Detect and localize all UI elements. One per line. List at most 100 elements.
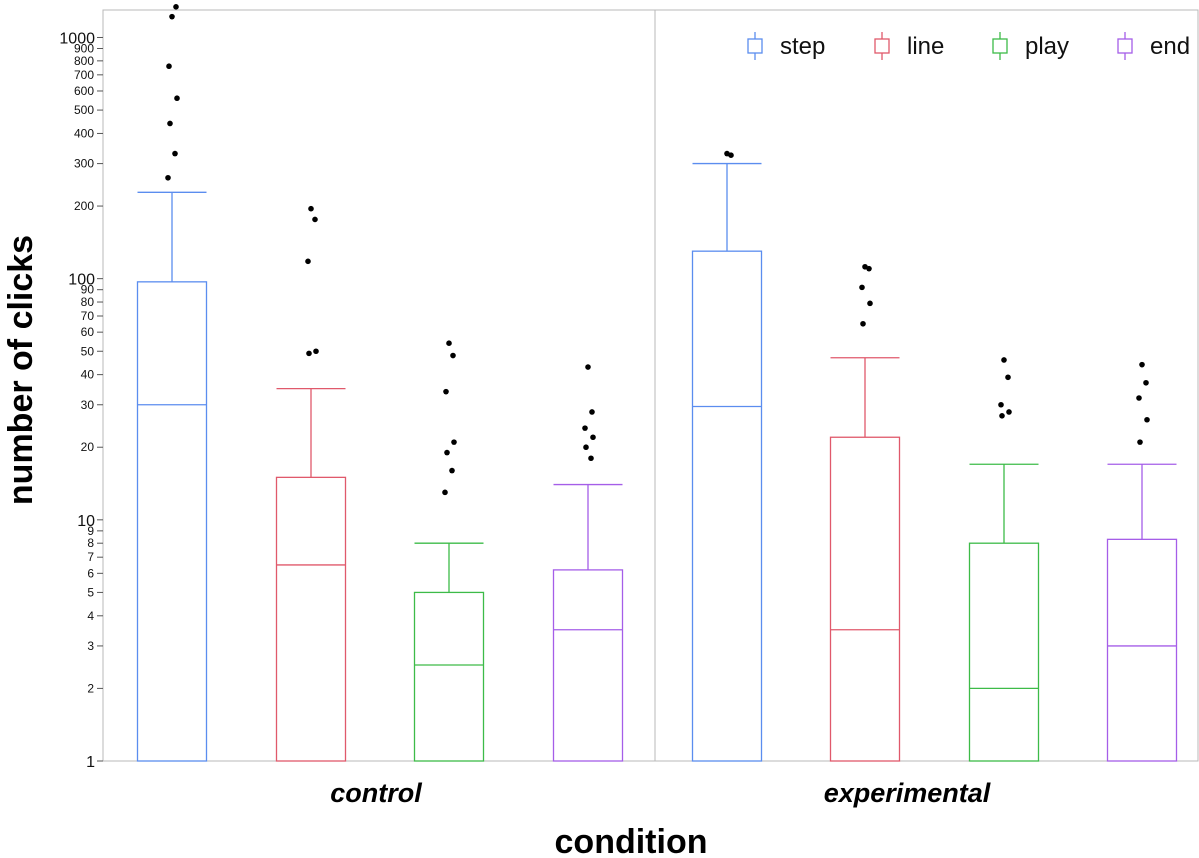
outlier-point — [172, 150, 178, 157]
outlier-point — [446, 340, 452, 346]
box-step-control — [136, 4, 208, 762]
box-step-experimental — [691, 150, 763, 762]
outlier-point — [313, 348, 319, 355]
outlier-point — [582, 425, 588, 431]
outlier-point — [1144, 416, 1150, 423]
outlier-point — [590, 434, 596, 441]
box-body — [275, 476, 347, 762]
box-series — [136, 4, 1178, 762]
outlier-point — [1136, 395, 1142, 401]
legend-label: step — [780, 33, 825, 60]
box-body — [413, 591, 485, 762]
y-tick-label: 200 — [74, 199, 94, 213]
outlier-point — [444, 449, 450, 456]
y-tick-label: 300 — [74, 157, 94, 171]
legend-item-step: step — [747, 32, 825, 60]
outlier-point — [442, 489, 448, 496]
y-tick-label: 8 — [87, 536, 94, 550]
legend: step line play end — [747, 32, 1190, 60]
y-tick-label: 90 — [81, 283, 95, 297]
outlier-point — [860, 320, 866, 327]
x-category-label: experimental — [824, 778, 991, 808]
y-tick-label: 9 — [87, 524, 94, 538]
legend-item-play: play — [992, 32, 1069, 60]
y-tick-label: 400 — [74, 126, 94, 140]
y-tick-label: 30 — [81, 398, 95, 412]
y-tick-label: 10 — [77, 513, 95, 530]
outlier-point — [174, 95, 180, 102]
outlier-point — [1143, 379, 1149, 386]
outlier-point — [1005, 374, 1011, 381]
legend-box-icon — [1117, 38, 1133, 54]
legend-item-end: end — [1117, 32, 1190, 60]
outlier-point — [312, 216, 318, 223]
outlier-point — [589, 409, 595, 415]
legend-box-icon — [747, 38, 763, 54]
outlier-point — [1006, 409, 1012, 415]
y-tick-label: 20 — [81, 440, 95, 454]
y-tick-label: 900 — [74, 42, 94, 56]
y-tick-label: 1000 — [59, 30, 95, 47]
outlier-point — [998, 401, 1004, 408]
outlier-point — [1139, 361, 1145, 368]
outlier-point — [451, 439, 457, 445]
y-tick-label: 4 — [87, 609, 94, 623]
box-body — [1106, 538, 1178, 762]
box-body — [552, 569, 624, 762]
y-tick-label: 3 — [87, 639, 94, 653]
outlier-point — [443, 388, 449, 395]
legend-box-icon — [874, 38, 890, 54]
outlier-point — [583, 444, 589, 451]
outlier-point — [450, 352, 456, 359]
outlier-point — [1001, 357, 1007, 363]
y-tick-label: 70 — [81, 309, 95, 323]
box-body — [829, 436, 901, 762]
legend-item-line: line — [874, 32, 944, 60]
y-tick-label: 6 — [87, 566, 94, 580]
outlier-point — [166, 63, 172, 70]
y-tick-label: 500 — [74, 103, 94, 117]
box-line-control — [275, 205, 347, 762]
outlier-point — [999, 412, 1005, 419]
outlier-point — [866, 265, 872, 272]
y-tick-label: 1 — [86, 754, 95, 771]
outlier-point — [167, 120, 173, 127]
y-tick-label: 40 — [81, 368, 95, 382]
y-tick-label: 80 — [81, 295, 95, 309]
outlier-point — [305, 258, 311, 265]
x-category-label: control — [330, 778, 422, 808]
outlier-point — [169, 13, 175, 20]
box-body — [968, 542, 1040, 762]
legend-label: play — [1025, 33, 1069, 60]
box-end-experimental — [1106, 361, 1178, 762]
outlier-point — [859, 284, 865, 291]
box-body — [136, 281, 208, 762]
y-tick-label: 700 — [74, 68, 94, 82]
outlier-point — [585, 364, 591, 370]
legend-label: line — [907, 33, 944, 60]
outlier-point — [306, 350, 312, 357]
y-tick-label: 2 — [87, 681, 94, 695]
outlier-point — [165, 174, 171, 181]
y-tick-label: 50 — [81, 344, 95, 358]
box-play-experimental — [968, 357, 1040, 762]
y-tick-label: 100 — [68, 272, 95, 289]
box-end-control — [552, 364, 624, 762]
outlier-point — [1137, 439, 1143, 445]
outlier-point — [867, 300, 873, 307]
y-tick-label: 600 — [74, 84, 94, 98]
legend-label: end — [1150, 33, 1190, 60]
y-axis-title: number of clicks — [2, 235, 40, 505]
x-axis-categories: control experimental — [330, 778, 991, 808]
box-body — [691, 250, 763, 762]
outlier-point — [449, 467, 455, 474]
y-tick-label: 7 — [87, 550, 94, 564]
plot-frame — [102, 9, 1199, 762]
outlier-point — [308, 205, 314, 212]
y-tick-label: 60 — [81, 325, 95, 339]
outlier-point — [173, 4, 179, 10]
outlier-point — [588, 455, 594, 462]
box-line-experimental — [829, 263, 901, 762]
